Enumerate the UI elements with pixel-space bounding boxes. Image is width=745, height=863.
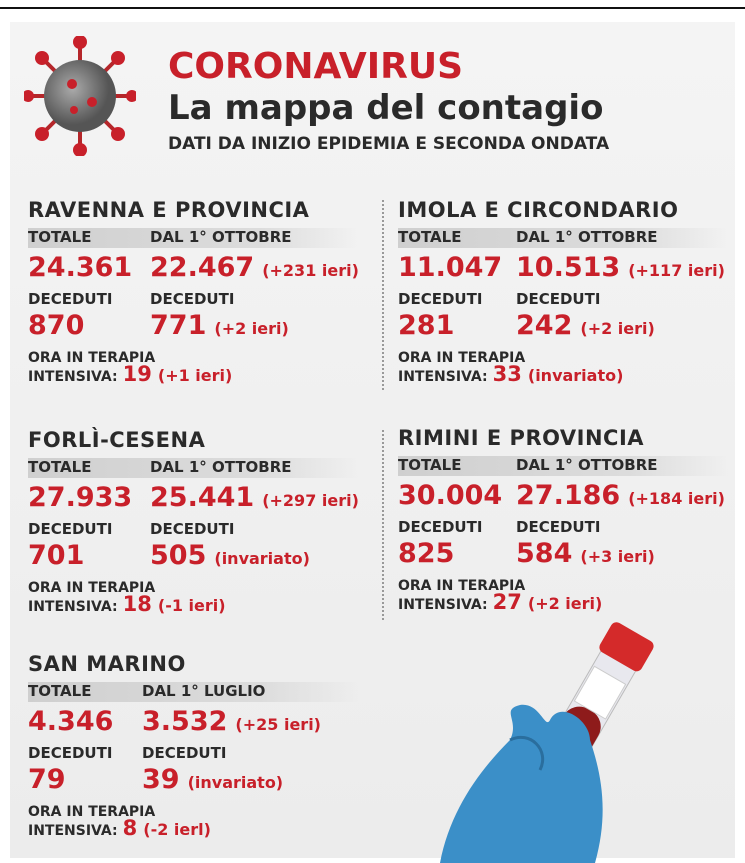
deaths-label: DECEDUTI <box>398 290 482 308</box>
total-label: TOTALE <box>28 228 91 246</box>
icu-row: INTENSIVA:33(invariato) <box>398 366 623 386</box>
since-note: (+184 ieri) <box>628 489 725 508</box>
deaths-value: 701 <box>28 540 84 571</box>
since-note: (+231 ieri) <box>262 261 359 280</box>
since-label: DAL 1° OTTOBRE <box>516 456 658 474</box>
deaths-note: (+2 ieri) <box>214 319 288 338</box>
deaths-label: DECEDUTI <box>28 520 112 538</box>
region-name: SAN MARINO <box>28 652 186 676</box>
deaths-label: DECEDUTI <box>28 744 112 762</box>
description: DATI DA INIZIO EPIDEMIA E SECONDA ONDATA <box>168 134 609 154</box>
icu-note: (+1 ieri) <box>158 366 232 385</box>
total-value: 24.361 <box>28 252 132 283</box>
deaths-since-value: 39 <box>142 764 180 795</box>
deaths-note: (+2 ieri) <box>580 319 654 338</box>
title: CORONAVIRUS <box>168 46 463 87</box>
icu-note: (invariato) <box>528 366 624 385</box>
separator <box>382 200 384 390</box>
deaths-since-group: 584 (+3 ieri) <box>516 538 655 569</box>
icu-row: INTENSIVA:18(-1 ieri) <box>28 596 226 616</box>
since-label: DAL 1° OTTOBRE <box>150 458 292 476</box>
total-label: TOTALE <box>398 228 461 246</box>
total-value: 30.004 <box>398 480 502 511</box>
region-name: RIMINI E PROVINCIA <box>398 426 644 450</box>
since-group: 10.513 (+117 ieri) <box>516 252 725 283</box>
since-note: (+117 ieri) <box>628 261 725 280</box>
deaths-note: (invariato) <box>214 549 310 568</box>
since-group: 27.186 (+184 ieri) <box>516 480 725 511</box>
icu-value: 27 <box>493 590 522 614</box>
since-label: DAL 1° OTTOBRE <box>150 228 292 246</box>
deaths-value: 281 <box>398 310 454 341</box>
icu-row: INTENSIVA:8(-2 ierl) <box>28 820 211 840</box>
icu-value: 19 <box>123 362 152 386</box>
region-name: IMOLA E CIRCONDARIO <box>398 198 678 222</box>
since-value: 27.186 <box>516 480 620 511</box>
deaths-since-value: 584 <box>516 538 572 569</box>
since-group: 3.532 (+25 ieri) <box>142 706 321 737</box>
test-tube-illustration <box>420 620 720 863</box>
since-note: (+25 ieri) <box>235 715 321 734</box>
since-value: 22.467 <box>150 252 254 283</box>
since-value: 25.441 <box>150 482 254 513</box>
deaths-since-group: 242 (+2 ieri) <box>516 310 655 341</box>
deaths-since-value: 505 <box>150 540 206 571</box>
total-label: TOTALE <box>28 682 91 700</box>
icu-label: INTENSIVA: <box>28 369 118 385</box>
since-group: 22.467 (+231 ieri) <box>150 252 359 283</box>
deaths-since-label: DECEDUTI <box>150 290 234 308</box>
since-label: DAL 1° LUGLIO <box>142 682 265 700</box>
region-name: RAVENNA E PROVINCIA <box>28 198 309 222</box>
subtitle: La mappa del contagio <box>168 88 603 128</box>
virus-icon <box>24 36 136 156</box>
separator <box>382 430 384 620</box>
icu-value: 8 <box>123 816 138 840</box>
deaths-note: (+3 ieri) <box>580 547 654 566</box>
since-group: 25.441 (+297 ieri) <box>150 482 359 513</box>
deaths-since-label: DECEDUTI <box>516 518 600 536</box>
icu-label: INTENSIVA: <box>28 823 118 839</box>
deaths-since-group: 39 (invariato) <box>142 764 283 795</box>
icu-value: 33 <box>493 362 522 386</box>
since-note: (+297 ieri) <box>262 491 359 510</box>
total-value: 11.047 <box>398 252 502 283</box>
since-value: 10.513 <box>516 252 620 283</box>
deaths-label: DECEDUTI <box>398 518 482 536</box>
icu-note: (-1 ieri) <box>158 596 226 615</box>
deaths-since-value: 242 <box>516 310 572 341</box>
deaths-since-group: 505 (invariato) <box>150 540 310 571</box>
icu-value: 18 <box>123 592 152 616</box>
region-name: FORLÌ-CESENA <box>28 428 205 452</box>
total-value: 27.933 <box>28 482 132 513</box>
page: CORONAVIRUS La mappa del contagio DATI D… <box>0 0 745 863</box>
deaths-label: DECEDUTI <box>28 290 112 308</box>
deaths-value: 825 <box>398 538 454 569</box>
icu-row: INTENSIVA:27(+2 ieri) <box>398 594 602 614</box>
top-rule <box>0 7 745 9</box>
icu-label: INTENSIVA: <box>28 599 118 615</box>
deaths-since-group: 771 (+2 ieri) <box>150 310 289 341</box>
icu-label: INTENSIVA: <box>398 597 488 613</box>
icu-row: INTENSIVA:19(+1 ieri) <box>28 366 232 386</box>
deaths-since-label: DECEDUTI <box>150 520 234 538</box>
deaths-since-label: DECEDUTI <box>142 744 226 762</box>
since-label: DAL 1° OTTOBRE <box>516 228 658 246</box>
since-value: 3.532 <box>142 706 227 737</box>
icu-note: (+2 ieri) <box>528 594 602 613</box>
deaths-since-value: 771 <box>150 310 206 341</box>
deaths-value: 79 <box>28 764 66 795</box>
icu-label: INTENSIVA: <box>398 369 488 385</box>
deaths-note: (invariato) <box>188 773 284 792</box>
deaths-since-label: DECEDUTI <box>516 290 600 308</box>
icu-note: (-2 ierl) <box>143 820 211 839</box>
deaths-value: 870 <box>28 310 84 341</box>
total-value: 4.346 <box>28 706 113 737</box>
total-label: TOTALE <box>398 456 461 474</box>
total-label: TOTALE <box>28 458 91 476</box>
